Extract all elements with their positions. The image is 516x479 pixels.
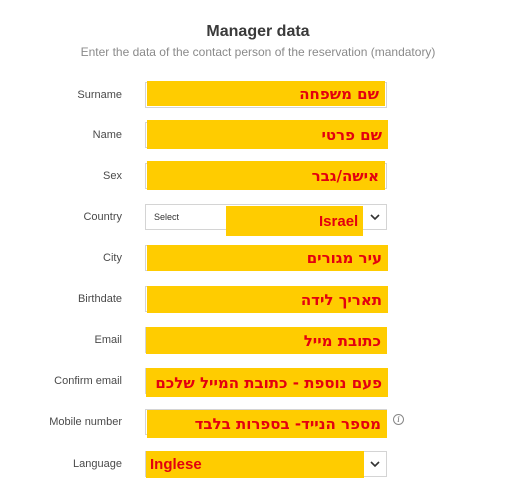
mobile-row: Mobile number מספר הנייד- בספרות בלבד i xyxy=(0,407,516,438)
country-label: Country xyxy=(83,211,122,223)
language-annotation-text: Inglese xyxy=(150,456,202,473)
info-icon[interactable]: i xyxy=(393,414,404,425)
sex-annotation-text: אישה/גבר xyxy=(311,166,379,185)
manager-data-title: Manager data xyxy=(206,23,310,40)
manager-data-subtitle: Enter the data of the contact person of … xyxy=(80,45,436,59)
mobile-annotation: מספר הנייד- בספרות בלבד xyxy=(147,410,387,438)
city-row: City עיר מגורים xyxy=(0,243,516,273)
birthdate-row: Birthdate תאריך לידה xyxy=(0,284,516,314)
sex-annotation: אישה/גבר xyxy=(147,161,385,190)
country-annotation: Israel xyxy=(226,206,363,236)
surname-row: Surname שם משפחה xyxy=(0,80,516,110)
name-label: Name xyxy=(92,129,122,141)
city-label: City xyxy=(103,252,122,264)
name-row: Name שם פרטי xyxy=(0,120,516,150)
confirm-email-label: Confirm email xyxy=(54,375,122,387)
surname-annotation-text: שם משפחה xyxy=(299,84,379,103)
sex-label: Sex xyxy=(103,170,122,182)
city-annotation: עיר מגורים xyxy=(147,245,388,271)
country-select-placeholder: Select xyxy=(154,212,180,222)
chevron-down-icon[interactable] xyxy=(368,457,382,471)
sex-row: Sex אישה/גבר xyxy=(0,161,516,191)
city-annotation-text: עיר מגורים xyxy=(306,249,382,267)
country-row: Country Select Israel xyxy=(0,202,516,236)
country-annotation-text: Israel xyxy=(319,212,359,230)
email-label: Email xyxy=(94,334,122,346)
surname-label: Surname xyxy=(77,89,122,101)
name-annotation-text: שם פרטי xyxy=(321,125,382,144)
language-row: Language Inglese xyxy=(0,449,516,479)
mobile-annotation-text: מספר הנייד- בספרות בלבד xyxy=(194,415,381,433)
birthdate-annotation: תאריך לידה xyxy=(147,286,388,313)
email-annotation: כתובת מייל xyxy=(146,327,387,354)
birthdate-label: Birthdate xyxy=(77,293,122,305)
confirm-email-annotation: פעם נוספת - כתובת המייל שלכם xyxy=(146,368,388,397)
confirm-email-annotation-text: פעם נוספת - כתובת המייל שלכם xyxy=(155,373,382,392)
confirm-email-row: Confirm email פעם נוספת - כתובת המייל של… xyxy=(0,366,516,397)
chevron-down-icon[interactable] xyxy=(368,210,382,224)
birthdate-annotation-text: תאריך לידה xyxy=(300,290,382,309)
language-annotation: Inglese xyxy=(146,451,364,478)
mobile-label: Mobile number xyxy=(49,416,122,428)
email-row: Email כתובת מייל xyxy=(0,325,516,355)
name-annotation: שם פרטי xyxy=(147,120,388,149)
email-annotation-text: כתובת מייל xyxy=(303,331,381,350)
language-label: Language xyxy=(73,458,122,470)
surname-annotation: שם משפחה xyxy=(147,81,385,106)
